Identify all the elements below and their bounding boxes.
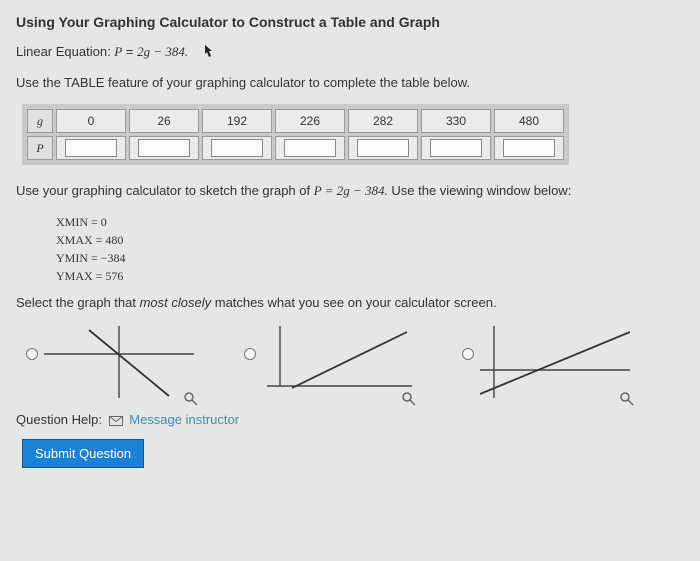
p-input-4[interactable] (357, 139, 409, 157)
instruction-select: Select the graph that most closely match… (16, 295, 684, 310)
p-input-1[interactable] (138, 139, 190, 157)
table-head-p: P (27, 136, 53, 160)
p-input-2[interactable] (211, 139, 263, 157)
table-cell-g4: 282 (348, 109, 418, 133)
table-cell-g5: 330 (421, 109, 491, 133)
instruct3b: most closely (140, 295, 212, 310)
xmax: XMAX = 480 (56, 231, 684, 249)
instruct3c: matches what you see on your calculator … (215, 295, 497, 310)
equation-eq: = (126, 44, 137, 59)
equation-label: Linear Equation: (16, 44, 114, 59)
table-cell-g0: 0 (56, 109, 126, 133)
submit-question-button[interactable]: Submit Question (22, 439, 144, 468)
ymin: YMIN = −384 (56, 249, 684, 267)
table-cell-g3: 226 (275, 109, 345, 133)
table-head-g: g (27, 109, 53, 133)
graph-thumb-2[interactable] (262, 326, 412, 398)
graph-thumb-3[interactable] (480, 326, 630, 398)
table-cell-g6: 480 (494, 109, 564, 133)
viewing-window: XMIN = 0 XMAX = 480 YMIN = −384 YMAX = 5… (56, 213, 684, 285)
xmin: XMIN = 0 (56, 213, 684, 231)
instruct3a: Select the graph that (16, 295, 140, 310)
radio-3[interactable] (462, 348, 474, 360)
ymax: YMAX = 576 (56, 267, 684, 285)
p-input-5[interactable] (430, 139, 482, 157)
envelope-icon (109, 414, 123, 429)
data-table: g 0 26 192 226 282 330 480 P (16, 104, 684, 165)
graph-thumb-1[interactable] (44, 326, 194, 398)
magnify-icon[interactable] (402, 392, 416, 406)
p-input-6[interactable] (503, 139, 555, 157)
instruct2b: P = 2g − 384. (314, 183, 388, 198)
instruct2c: Use the viewing window below: (391, 183, 571, 198)
graph-options (26, 326, 684, 398)
message-instructor-link[interactable]: Message instructor (129, 412, 239, 427)
equation-lhs: P (114, 44, 122, 59)
table-cell-g2: 192 (202, 109, 272, 133)
equation-rhs: 2g − 384. (137, 44, 188, 59)
cursor-icon (204, 44, 214, 61)
instruction-graph: Use your graphing calculator to sketch t… (16, 183, 684, 199)
instruction-table: Use the TABLE feature of your graphing c… (16, 75, 684, 90)
graph-option-2 (244, 326, 412, 398)
p-input-0[interactable] (65, 139, 117, 157)
graph-option-1 (26, 326, 194, 398)
magnify-icon[interactable] (184, 392, 198, 406)
table-cell-g1: 26 (129, 109, 199, 133)
equation-line: Linear Equation: P = 2g − 384. (16, 44, 684, 61)
radio-2[interactable] (244, 348, 256, 360)
magnify-icon[interactable] (620, 392, 634, 406)
graph-option-3 (462, 326, 630, 398)
qhelp-label: Question Help: (16, 412, 102, 427)
question-help: Question Help: Message instructor (16, 412, 684, 429)
page-title: Using Your Graphing Calculator to Constr… (16, 14, 684, 30)
p-input-3[interactable] (284, 139, 336, 157)
radio-1[interactable] (26, 348, 38, 360)
instruct2a: Use your graphing calculator to sketch t… (16, 183, 314, 198)
